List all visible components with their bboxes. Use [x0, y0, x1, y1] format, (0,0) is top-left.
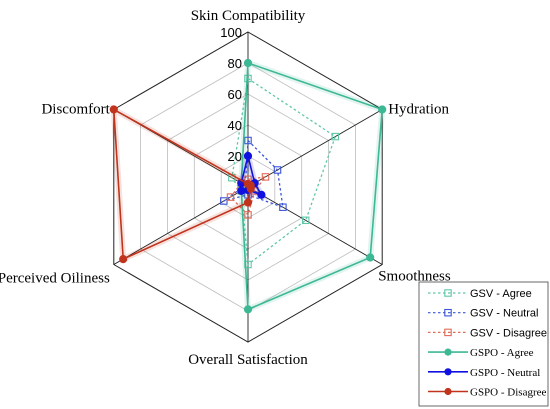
data-point-1: [378, 105, 387, 114]
legend-marker-3: [444, 348, 452, 356]
data-point-0: [243, 58, 253, 68]
data-point-4: [119, 255, 128, 264]
data-point-4: [237, 186, 246, 195]
axis-label-discomfort: Discomfort: [41, 102, 110, 118]
data-point-0: [243, 151, 253, 161]
legend-marker-2: [444, 328, 452, 337]
tick-label-20: 20: [228, 149, 242, 164]
tick-label-40: 40: [228, 118, 242, 133]
data-point-1: [261, 173, 270, 181]
series-gsv-neutral: [220, 136, 287, 211]
tick-label-60: 60: [228, 87, 242, 102]
tick-label-80: 80: [228, 56, 242, 71]
axis-label-skin-compatibility: Skin Compatibility: [191, 8, 306, 24]
legend-marker-5: [444, 387, 452, 396]
data-point-3: [243, 198, 253, 207]
radial-ticks: 20 40 60 80 100: [220, 25, 242, 164]
axis-label-hydration: Hydration: [388, 102, 449, 118]
legend-label-1: GSV - Neutral: [470, 308, 538, 320]
legend-label-4: GSPO - Neutral: [470, 367, 540, 379]
data-point-1: [273, 166, 282, 174]
axis-label-perceived-oiliness: Perceived Oiliness: [0, 271, 110, 287]
legend-label-5: GSPO - Disagree: [470, 387, 546, 399]
tick-label-100: 100: [220, 25, 242, 40]
axis-labels: Skin Compatibility Hydration Smoothness Ove…: [0, 8, 451, 368]
legend-label-0: GSV - Agree: [470, 288, 532, 300]
series-gspo-disagree: [109, 104, 255, 264]
grid-spoke-2: [247, 186, 383, 265]
series-line: [231, 77, 337, 266]
axis-label-overall-satisfaction: Overall Satisfaction: [188, 352, 308, 368]
data-point-5: [109, 105, 118, 114]
legend-marker-1: [444, 308, 452, 317]
data-point-3: [243, 305, 253, 314]
legend-label-3: GSPO - Agree: [470, 347, 534, 359]
data-point-2: [366, 253, 375, 262]
legend-marker-4: [444, 368, 452, 376]
data-point-1: [331, 132, 340, 141]
data-point-3: [244, 211, 252, 219]
data-point-2: [257, 190, 266, 199]
legend: GSV - Agree GSV - Neutral GSV - Disagree GS…: [418, 281, 549, 407]
legend-marker-0: [444, 289, 452, 297]
legend-label-2: GSV - Disagree: [470, 327, 547, 339]
grid-spoke-1: [247, 109, 383, 188]
series-line: [223, 139, 284, 209]
data-point-2: [246, 184, 255, 193]
data-point-4: [226, 193, 235, 201]
data-point-2: [279, 203, 287, 211]
data-point-4: [220, 197, 228, 205]
legend-box: [418, 281, 549, 407]
radar-series: [109, 58, 387, 314]
data-point-2: [301, 216, 310, 225]
series-line: [229, 176, 267, 217]
axis-label-smoothness: Smoothness: [378, 269, 451, 285]
grid-spoke-4: [113, 186, 249, 265]
data-point-0: [244, 136, 252, 145]
